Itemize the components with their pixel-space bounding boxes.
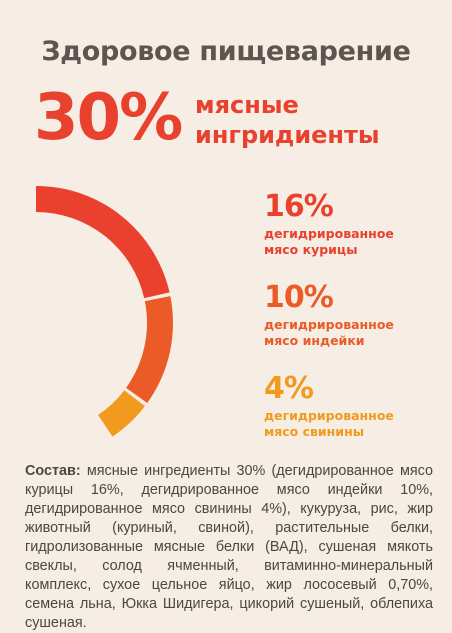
legend-label-turkey-line2: мясо индейки [264, 333, 365, 348]
donut-chart [36, 186, 173, 437]
legend-label-pork-line2: мясо свинины [264, 424, 365, 439]
total-meat-label-line1: мясные [195, 91, 299, 119]
legend-label-chicken: дегидрированное мясо курицы [264, 226, 444, 258]
legend-label-turkey: дегидрированное мясо индейки [264, 317, 444, 349]
donut-segment-chicken [36, 186, 170, 299]
legend-item-chicken: 16% дегидрированное мясо курицы [264, 190, 444, 258]
composition-note: Состав: мясные ингредиенты 30% (дегидрир… [25, 462, 433, 633]
legend-label-turkey-line1: дегидрированное [264, 317, 394, 332]
legend-label-chicken-line1: дегидрированное [264, 226, 394, 241]
legend-percent-pork: 4% [264, 371, 314, 406]
composition-label: Состав: [25, 463, 81, 479]
donut-segment-turkey [126, 296, 173, 404]
legend-label-pork-line1: дегидрированное [264, 408, 394, 423]
legend-item-pork: 4% дегидрированное мясо свинины [264, 372, 444, 440]
donut-segment-pork [98, 390, 145, 437]
legend-percent-turkey: 10% [264, 280, 334, 315]
legend-percent-chicken: 16% [264, 189, 334, 224]
page-title: Здоровое пищеварение [41, 36, 411, 67]
legend-label-chicken-line2: мясо курицы [264, 242, 358, 257]
legend-item-turkey: 10% дегидрированное мясо индейки [264, 281, 444, 349]
total-meat-label: мясные ингридиенты [195, 90, 380, 150]
total-meat-percent: 30% [34, 81, 183, 155]
legend-label-pork: дегидрированное мясо свинины [264, 408, 444, 440]
composition-text: мясные ингредиенты 30% (дегидрированное … [25, 463, 433, 631]
total-meat-label-line2: ингридиенты [195, 121, 380, 149]
